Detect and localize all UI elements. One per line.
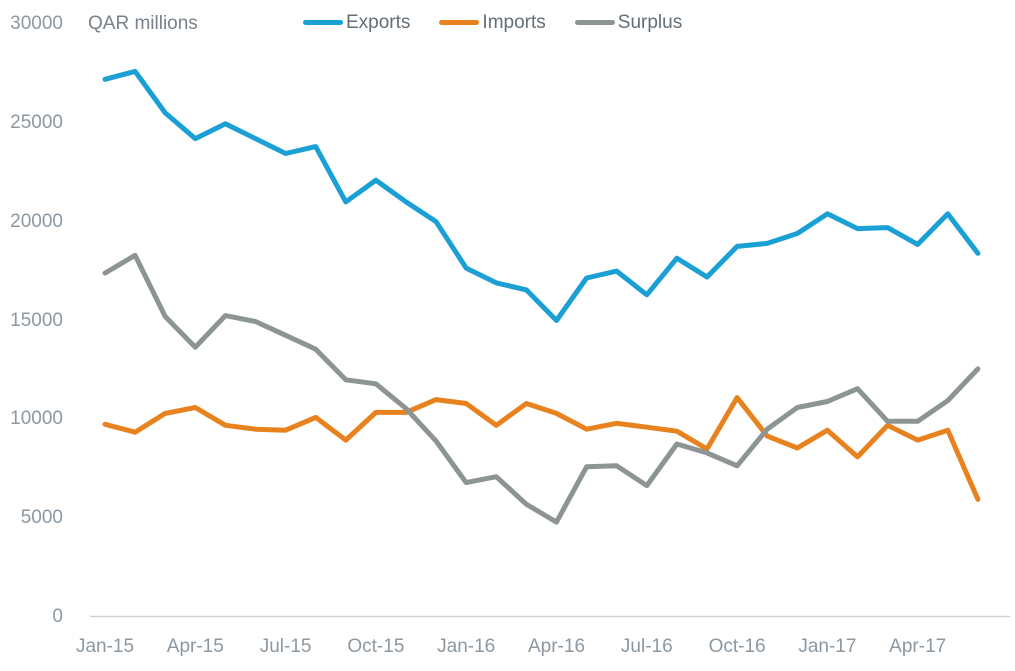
y-axis-tick-label: 20000 [10,210,63,232]
y-axis-tick-label: 25000 [10,111,63,133]
y-axis-tick-label: 30000 [10,13,63,34]
legend: Exports Imports Surplus [303,11,682,34]
legend-swatch-surplus [574,20,615,25]
y-axis-tick-label: 15000 [10,309,63,331]
x-axis-tick-label: Jul-15 [259,636,312,657]
x-axis-tick-label: Apr-16 [527,636,586,657]
unit-label: QAR millions [88,13,198,34]
legend-swatch-exports [303,20,343,25]
legend-item-exports: Exports [303,11,410,34]
x-axis-tick-label: Jul-16 [620,636,673,657]
legend-label-imports: Imports [482,12,546,33]
y-axis-tick-label: 10000 [10,408,63,430]
x-axis-tick-label: Jan-16 [437,636,496,657]
x-axis-tick-label: Jan-17 [798,636,857,657]
series-line-surplus [102,252,981,525]
y-axis-tick-label: 5000 [20,507,63,529]
legend-item-imports: Imports [439,11,546,34]
x-axis-tick-label: Jan-15 [75,636,135,657]
y-axis-tick-label: 0 [52,606,63,627]
x-axis-tick-label: Oct-16 [708,636,766,657]
legend-label-surplus: Surplus [617,12,683,33]
legend-swatch-imports [439,20,480,25]
x-axis-tick-label: Apr-15 [166,636,224,657]
legend-item-surplus: Surplus [574,11,683,34]
legend-label-exports: Exports [346,12,411,33]
x-axis-tick-label: Oct-15 [347,636,405,657]
series-line-exports [102,68,981,323]
x-axis-tick-label: Apr-17 [889,636,947,657]
series-line-imports [102,395,981,502]
